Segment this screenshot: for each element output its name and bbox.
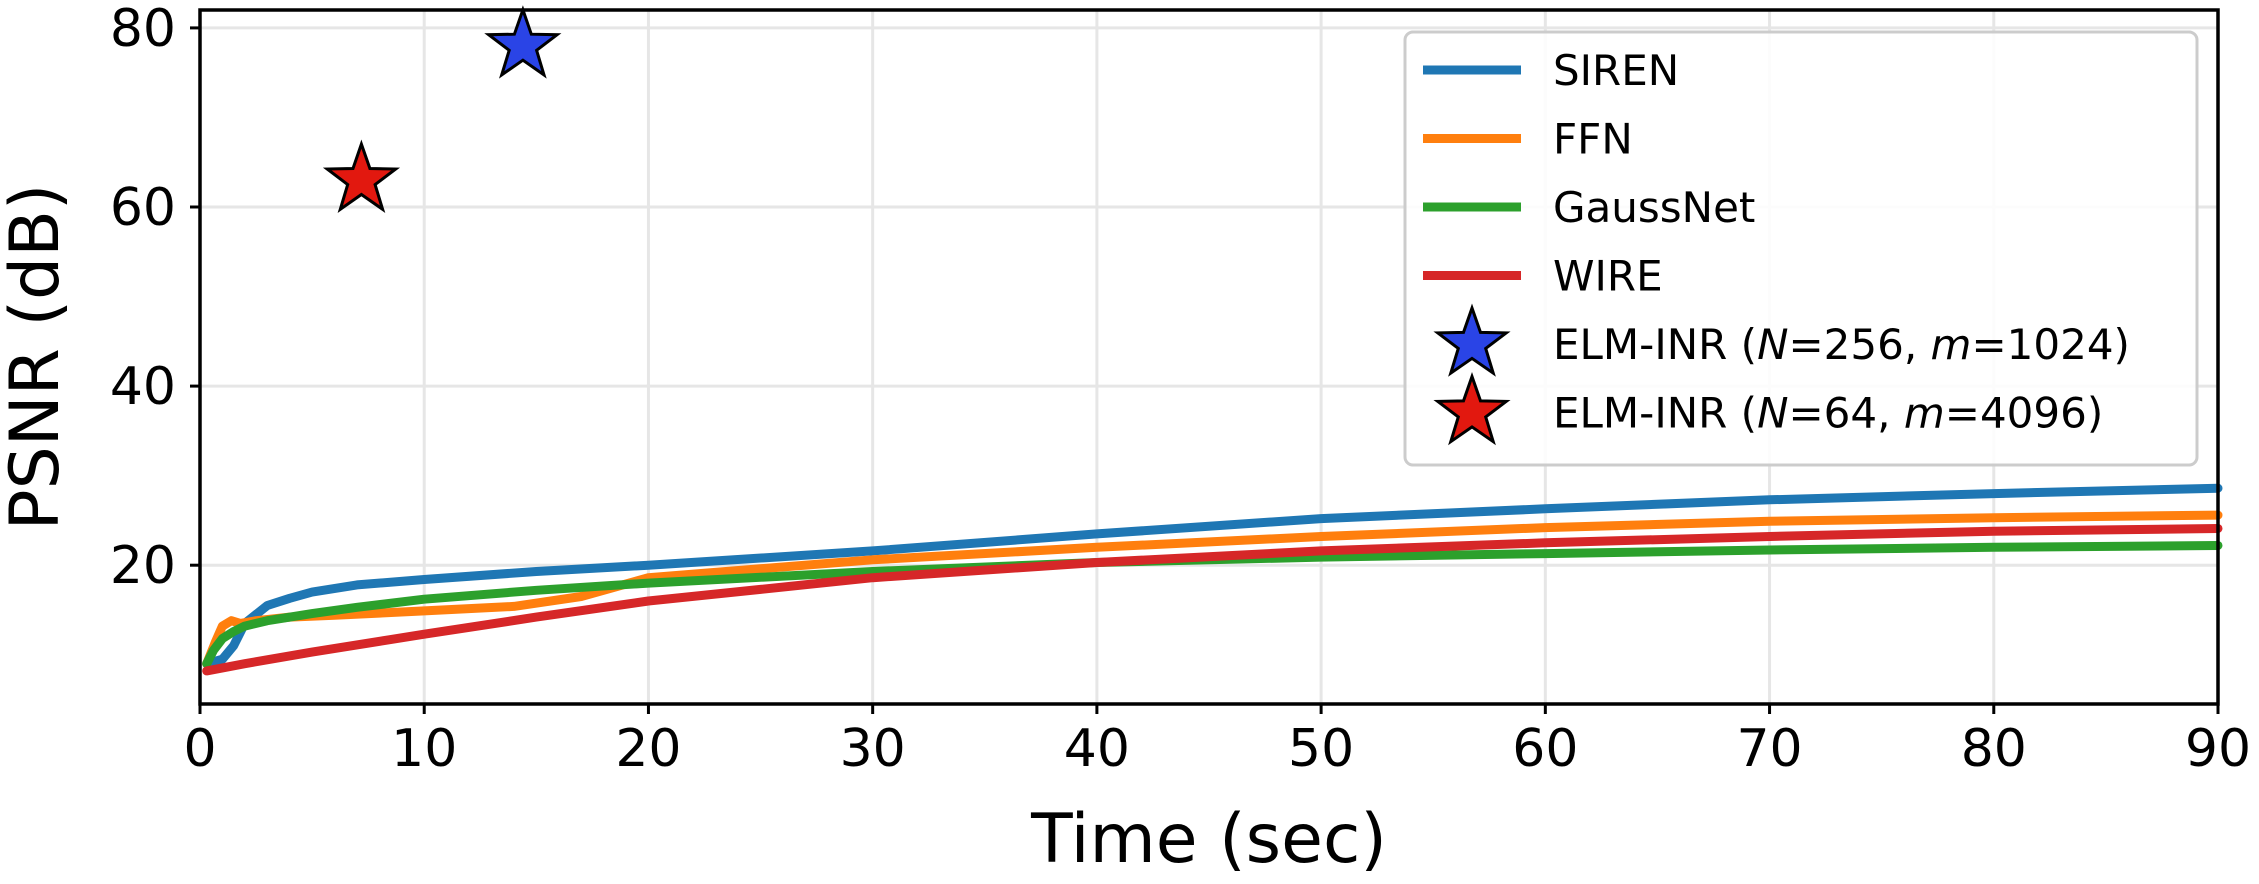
y-tick-label: 40 [110, 357, 176, 417]
y-tick-label: 80 [110, 0, 176, 59]
legend-box [1403, 30, 2199, 467]
x-axis-label: Time (sec) [1030, 800, 1387, 879]
x-tick-label: 20 [615, 719, 681, 779]
series-line-ffn [202, 510, 2223, 669]
x-tick-label: 70 [1736, 719, 1802, 779]
x-tick-label: 50 [1288, 719, 1354, 779]
series-line-wire [202, 524, 2223, 676]
legend-label-elm-inr-n-64-m-4096: ELM-INR (N=64, m=4096) [1553, 389, 2103, 438]
legend-swatch-elm-inr-n-64-m-4096 [1433, 371, 1511, 446]
marker-star-elm-inr-n-256-m-1024 [484, 5, 562, 79]
x-axis-ticks: 0 10 20 30 40 50 60 70 80 90 [183, 704, 2251, 779]
x-tick-label: 80 [1961, 719, 2027, 779]
legend-label-wire: WIRE [1553, 252, 1663, 301]
legend-label-ffn: FFN [1553, 115, 1633, 164]
y-tick-label: 20 [110, 536, 176, 596]
x-tick-label: 60 [1512, 719, 1578, 779]
series-line-gaussnet [202, 541, 2223, 669]
y-axis-ticks: 20 40 60 80 [110, 0, 200, 596]
legend-label-gaussnet: GaussNet [1553, 183, 1755, 232]
y-tick-label: 60 [110, 178, 176, 238]
x-tick-label: 10 [391, 719, 457, 779]
plot-markers [322, 5, 562, 214]
y-axis-label: PSNR (dB) [0, 184, 75, 531]
legend: SIREN FFN GaussNet WIRE ELM-INR (N=256, m=10… [1403, 30, 2199, 467]
marker-star-elm-inr-n-64-m-4096 [322, 139, 401, 214]
legend-swatch-elm-inr-n-256-m-1024 [1433, 303, 1511, 377]
x-tick-label: 40 [1064, 719, 1130, 779]
x-tick-label: 30 [840, 719, 906, 779]
x-tick-label: 90 [2185, 719, 2251, 779]
legend-label-siren: SIREN [1553, 46, 1679, 95]
plot-frame [198, 8, 2220, 706]
legend-label-elm-inr-n-256-m-1024: ELM-INR (N=256, m=1024) [1553, 320, 2130, 369]
x-tick-label: 0 [183, 719, 216, 779]
plot-lines [202, 483, 2223, 676]
